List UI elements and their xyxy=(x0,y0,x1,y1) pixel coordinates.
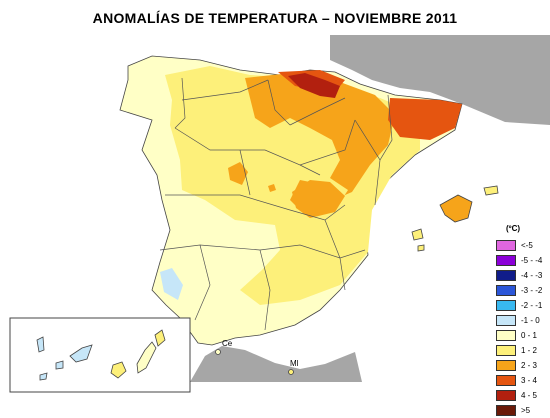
legend-item: 2 - 3 xyxy=(496,358,548,373)
legend-swatch xyxy=(496,285,516,296)
legend-swatch xyxy=(496,345,516,356)
anomaly-zone-2-3-madrid xyxy=(292,180,345,218)
legend-item: 1 - 2 xyxy=(496,343,548,358)
mallorca-island xyxy=(439,194,473,223)
legend-item: -2 - -1 xyxy=(496,298,548,313)
formentera-island xyxy=(417,244,425,252)
anomaly-zone-2-3-spot xyxy=(268,184,276,192)
la-palma-island xyxy=(36,336,45,353)
legend-item: -5 - -4 xyxy=(496,253,548,268)
legend-label: 3 - 4 xyxy=(521,376,538,385)
legend-item: <-5 xyxy=(496,238,548,253)
legend-label: -1 - 0 xyxy=(521,316,540,325)
legend-item: -1 - 0 xyxy=(496,313,548,328)
lanzarote-island xyxy=(154,329,166,347)
legend-item: 3 - 4 xyxy=(496,373,548,388)
legend-item: >5 xyxy=(496,403,548,418)
legend-label: 0 - 1 xyxy=(521,331,538,340)
legend: (ºC) <-5 -5 - -4 -4 - -3 -3 - -2 -2 - -1 -1 -… xyxy=(496,224,548,418)
legend-label: -2 - -1 xyxy=(521,301,543,310)
legend-swatch xyxy=(496,300,516,311)
ceuta-marker xyxy=(215,349,221,355)
legend-label: 4 - 5 xyxy=(521,391,538,400)
anomaly-zone-4-5 xyxy=(288,73,340,98)
region-borders xyxy=(159,77,393,331)
hierro-island xyxy=(39,372,48,381)
legend-label: 1 - 2 xyxy=(521,346,538,355)
legend-label: -4 - -3 xyxy=(521,271,543,280)
legend-swatch xyxy=(496,405,516,416)
anomaly-zone-minus1-0 xyxy=(160,268,183,300)
menorca-island xyxy=(483,185,499,196)
legend-label: 2 - 3 xyxy=(521,361,538,370)
africa-landmass xyxy=(190,346,362,382)
anomaly-zone-2-3-west xyxy=(228,162,248,185)
legend-swatch xyxy=(496,240,516,251)
legend-label: >5 xyxy=(521,406,531,415)
legend-rows: <-5 -5 - -4 -4 - -3 -3 - -2 -2 - -1 -1 - 0 0 -… xyxy=(496,238,548,418)
anomaly-zone-2-3-north xyxy=(245,72,395,215)
legend-label: -3 - -2 xyxy=(521,286,543,295)
legend-item: 0 - 1 xyxy=(496,328,548,343)
legend-item: 4 - 5 xyxy=(496,388,548,403)
tenerife-island xyxy=(69,344,93,363)
legend-swatch xyxy=(496,270,516,281)
legend-label: -5 - -4 xyxy=(521,256,543,265)
canary-inset-frame xyxy=(9,317,191,393)
legend-swatch xyxy=(496,255,516,266)
legend-swatch xyxy=(496,315,516,326)
melilla-marker xyxy=(288,369,294,375)
gran-canaria-island xyxy=(110,361,127,379)
gomera-island xyxy=(55,360,64,370)
legend-label: <-5 xyxy=(521,241,533,250)
legend-swatch xyxy=(496,360,516,371)
france-landmass xyxy=(330,35,550,125)
legend-item: -4 - -3 xyxy=(496,268,548,283)
ibiza-island xyxy=(411,228,424,241)
legend-item: -3 - -2 xyxy=(496,283,548,298)
legend-swatch xyxy=(496,390,516,401)
legend-unit: (ºC) xyxy=(506,224,521,233)
ceuta-label: Ce xyxy=(222,339,233,348)
fuerteventura-island xyxy=(136,341,157,374)
legend-swatch xyxy=(496,330,516,341)
legend-swatch xyxy=(496,375,516,386)
melilla-label: Ml xyxy=(290,359,299,368)
anomaly-zone-3-4-catalonia xyxy=(388,98,462,140)
map-title: ANOMALÍAS DE TEMPERATURA – NOVIEMBRE 201… xyxy=(92,10,458,26)
